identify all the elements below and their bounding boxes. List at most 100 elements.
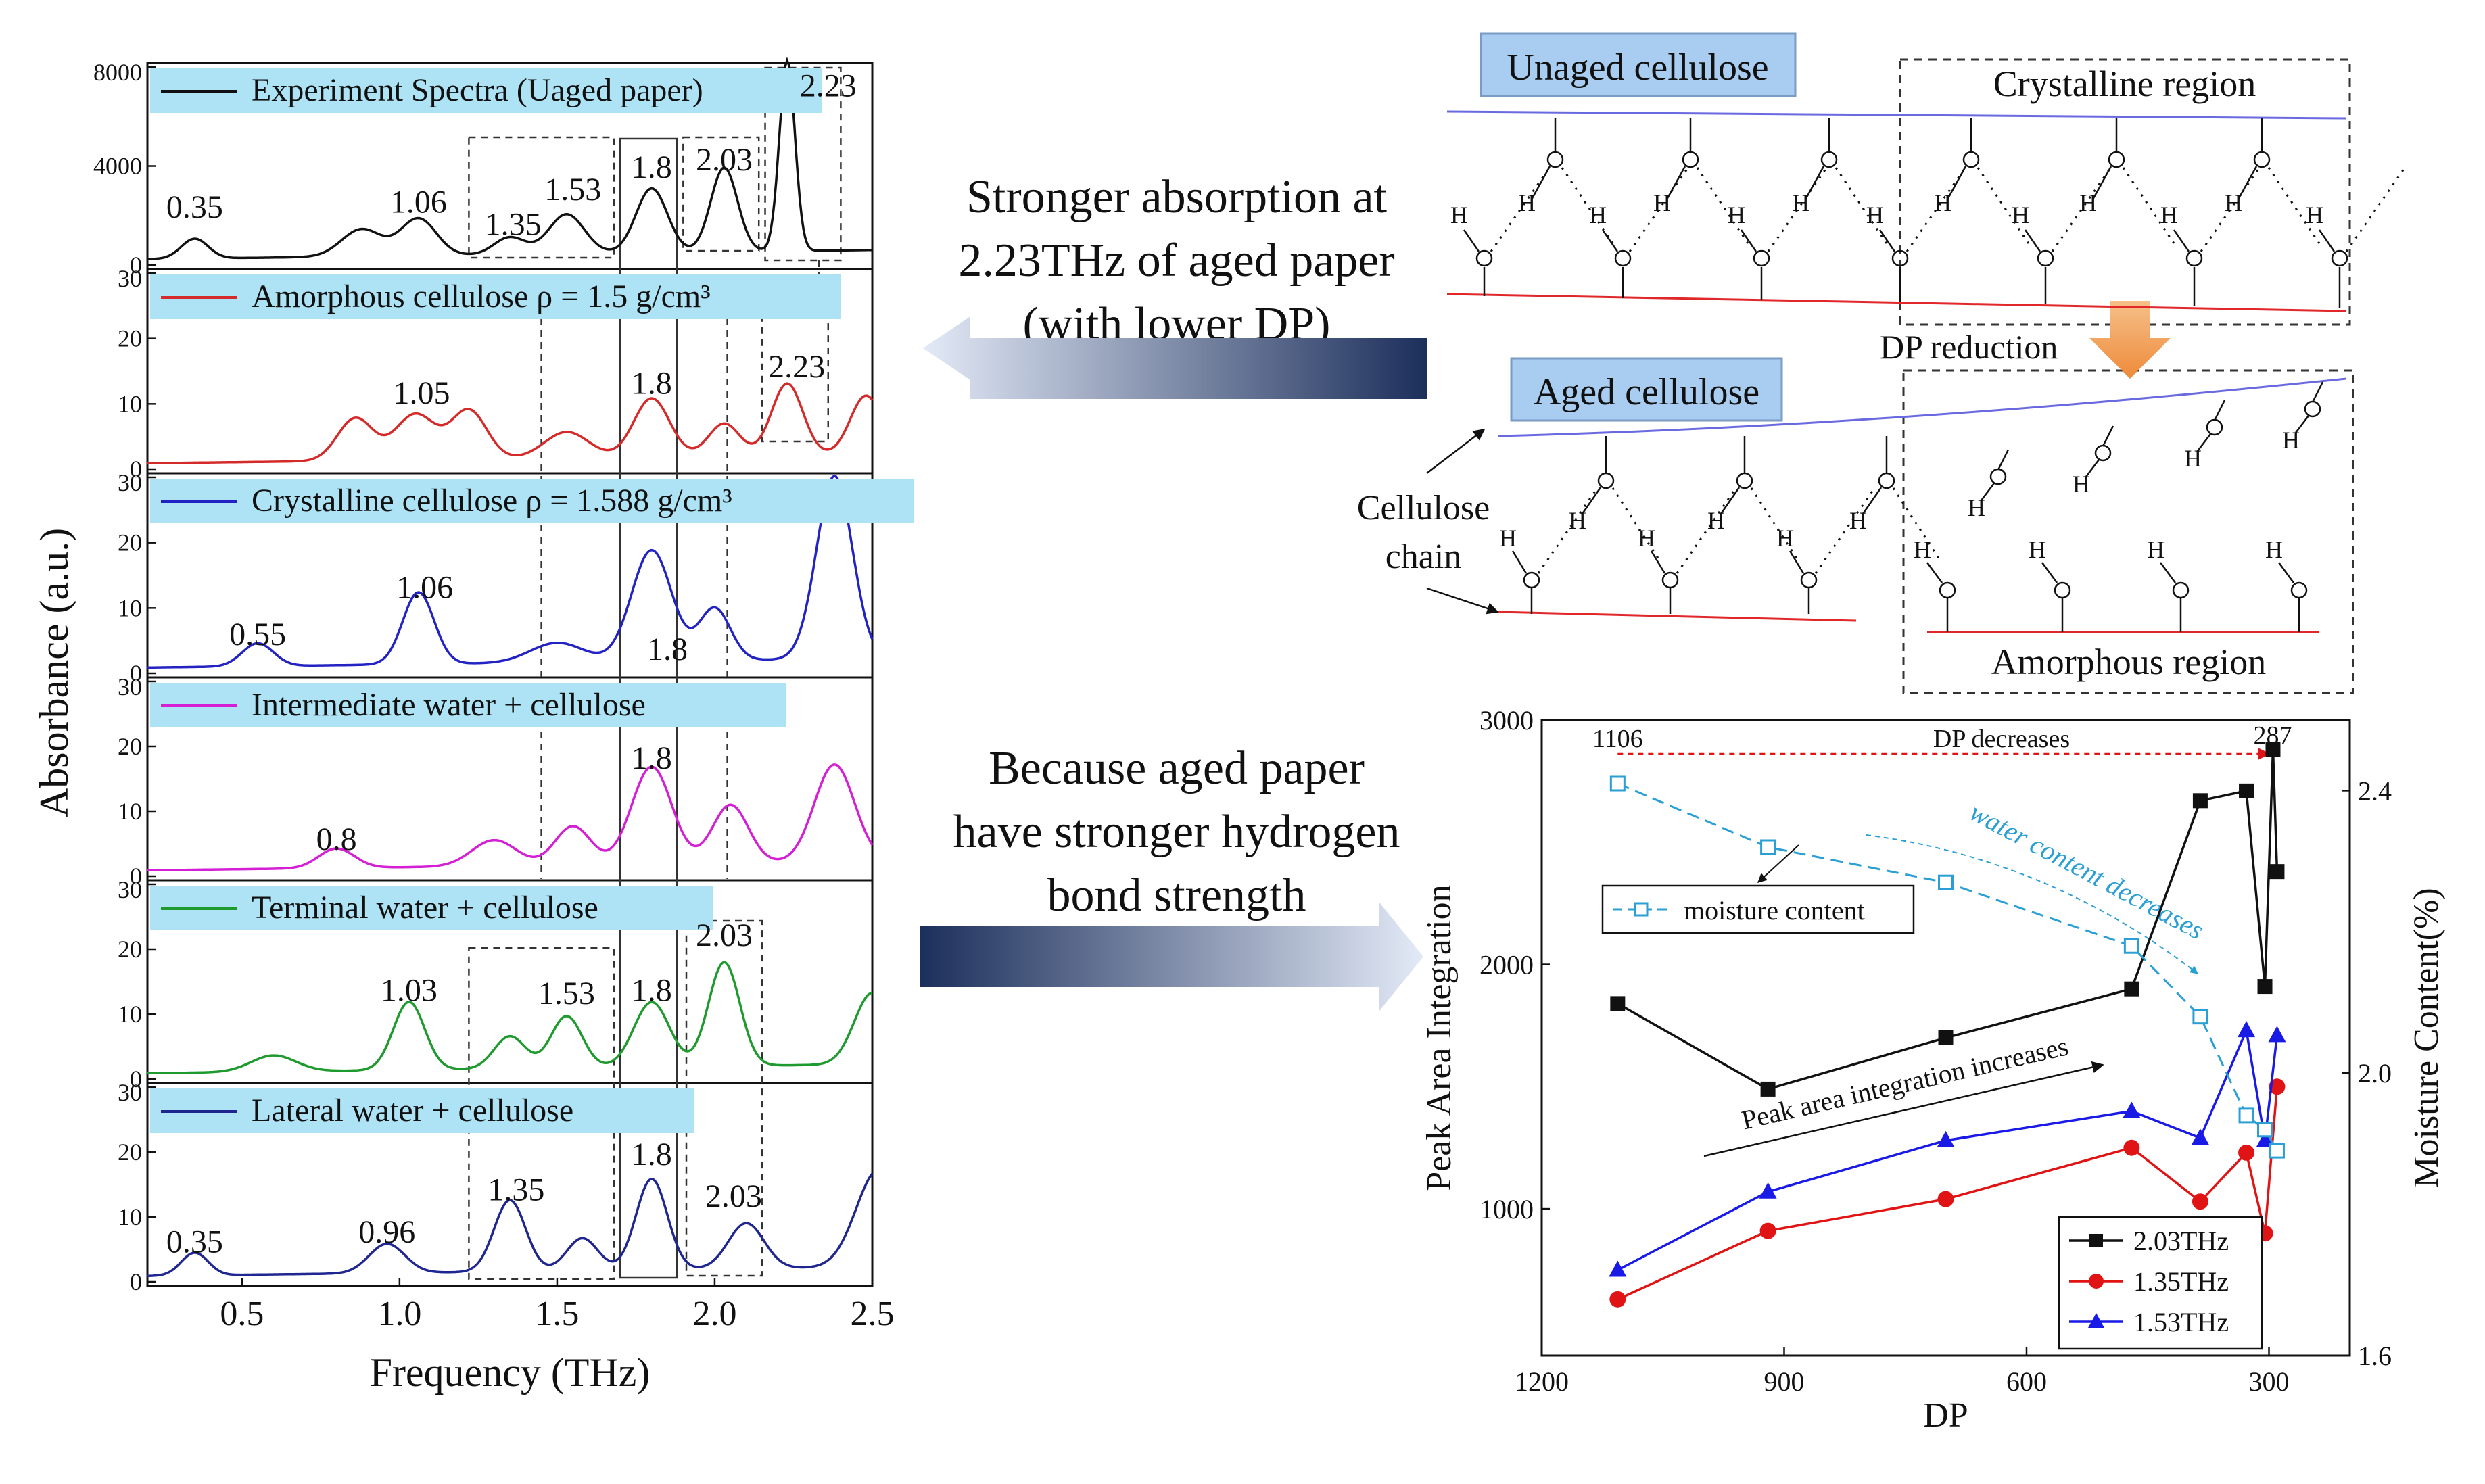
oxygen-atom: [1614, 249, 1632, 267]
data-point: [2124, 981, 2139, 997]
bond: [1601, 229, 1619, 252]
x-tick-label: 1200: [1515, 1366, 1569, 1397]
bond: [1878, 229, 1896, 252]
oxygen-atom: [2037, 249, 2054, 267]
hydrogen-atom: H: [1934, 189, 1951, 216]
arrow-text-line: Because aged paper: [989, 742, 1365, 794]
y-tick-label: 0: [130, 863, 142, 890]
spectrum-panel: 0 10 20 30 Intermediate water + cellulose 0.8…: [118, 673, 874, 890]
cellulose-chain-label-2: chain: [1386, 537, 1462, 576]
data-point: [2269, 864, 2285, 880]
peak-label: 2.03: [696, 142, 753, 178]
oxygen-atom: [2108, 151, 2125, 168]
data-point: [1760, 1081, 1776, 1097]
bond: [2173, 229, 2190, 252]
y-tick-label: 0: [130, 252, 142, 279]
hydrogen-atom: H: [2029, 536, 2046, 563]
bond: [1926, 562, 1943, 583]
dp-reduction-label: DP reduction: [1880, 328, 2058, 366]
data-point: [1609, 1260, 1627, 1277]
y-tick-label: 0: [130, 456, 142, 483]
legend-highlight: [150, 479, 914, 523]
hydrogen-atom: H: [1450, 201, 1468, 229]
data-point: [1937, 1191, 1954, 1207]
annotation-stronger-absorption: Stronger absorption at 2.23THz of aged p…: [906, 166, 1447, 356]
x-tick-label: 1.5: [535, 1295, 579, 1333]
peak-label: 1.8: [647, 631, 688, 667]
hydrogen-atom: H: [2306, 201, 2323, 229]
oxygen-atom: [1820, 151, 1838, 168]
bond: [2091, 166, 2112, 200]
y-tick-label: 30: [118, 265, 142, 292]
hydrogen-bond: [2051, 168, 2111, 252]
x-tick-label: 1.0: [377, 1295, 421, 1333]
aged-chain-upper: [1497, 377, 2347, 437]
spectrum-panel: 0 10 20 30 Terminal water + cellulose 1.03 1.5…: [118, 876, 873, 1093]
hydrogen-atom: H: [2160, 201, 2178, 229]
bond: [1804, 166, 1825, 200]
hydrogen-atom: H: [1849, 507, 1867, 534]
y2-tick-label: 2.0: [2358, 1058, 2392, 1088]
legend-moisture: moisture content: [1601, 884, 1915, 934]
dp-start-label: 1106: [1592, 725, 1643, 753]
x-axis-title: DP: [1923, 1396, 1968, 1435]
peak-label: 1.03: [381, 972, 437, 1008]
series-line: [1617, 782, 2278, 1151]
legend-main: 2.03THz 1.35THz 1.53THz: [2058, 1216, 2263, 1350]
series-2-03thz: [1610, 742, 2285, 1097]
peak-label: 0.96: [358, 1214, 415, 1250]
oxygen-atom: [1475, 249, 1493, 267]
y-tick-label: 10: [118, 1203, 142, 1230]
spectrum-curve: [147, 57, 873, 260]
series-moisture-content: [1609, 775, 2285, 1159]
spectrum-panel: 0 4000 8000 Experiment Spectra (Uaged paper…: [93, 57, 873, 279]
data-point: [2238, 1144, 2255, 1161]
spectrum-panel: 0 10 20 30 Crystalline cellulose ρ = 1.588 g…: [118, 469, 914, 687]
data-point: [1938, 1030, 1954, 1045]
oxygen-atom: [2172, 581, 2190, 599]
y-tick-label: 20: [118, 733, 142, 760]
y-tick-label: 2000: [1480, 950, 1534, 980]
hydrogen-bond: [1906, 168, 1966, 252]
hydrogen-atom: H: [1792, 189, 1809, 216]
water-decreases-label: water content decreases: [1965, 796, 2209, 946]
y-tick-label: 30: [118, 1079, 142, 1106]
chain-lower: [1446, 293, 2347, 312]
aged-title-box: [1510, 357, 1783, 422]
legend-label: Amorphous cellulose ρ = 1.5 g/cm³: [252, 279, 711, 314]
spectrum-curve: [147, 763, 874, 872]
y-tick-label: 1000: [1480, 1194, 1534, 1224]
bond: [1665, 166, 1686, 200]
y2-axis-title: Moisture Content(%): [2407, 888, 2446, 1187]
peak-label: 2.03: [705, 1178, 762, 1214]
oxygen-atom: [2331, 249, 2348, 267]
spectrum-curve: [147, 382, 874, 465]
legend-highlight: [150, 68, 822, 113]
legend-label: moisture content: [1684, 895, 1865, 926]
hydrogen-bond: [1537, 489, 1597, 574]
legend-marker: [2088, 1313, 2104, 1328]
bond: [2277, 562, 2295, 583]
oxygen-atom: [2290, 581, 2308, 599]
hydrogen-atom: H: [1589, 201, 1607, 229]
hydrogen-atom: H: [1499, 525, 1517, 552]
peak-label: 1.05: [393, 375, 450, 411]
y-tick-label: 0: [130, 660, 142, 687]
peak-label: 2.03: [696, 917, 753, 953]
legend-label: Terminal water + cellulose: [252, 890, 598, 926]
oxygen-atom: [2253, 151, 2271, 168]
hydrogen-atom: H: [2073, 471, 2090, 498]
bond: [2197, 433, 2211, 452]
data-point: [1760, 839, 1776, 855]
y-tick-label: 20: [118, 936, 142, 963]
data-point: [2192, 1193, 2208, 1210]
spectrum-panel: 0 10 20 30 Lateral water + cellulose 0.35 0.96…: [118, 1079, 874, 1295]
hydrogen-atom: H: [2184, 445, 2202, 472]
y-tick-label: 10: [118, 1001, 142, 1028]
y-tick-label: 0: [130, 1066, 142, 1093]
oxygen-atom: [1546, 151, 1564, 168]
hydrogen-atom: H: [2225, 189, 2242, 216]
hydrogen-atom: H: [1518, 189, 1536, 216]
peak-label: 1.8: [632, 740, 672, 776]
legend-box: [1601, 884, 1915, 934]
